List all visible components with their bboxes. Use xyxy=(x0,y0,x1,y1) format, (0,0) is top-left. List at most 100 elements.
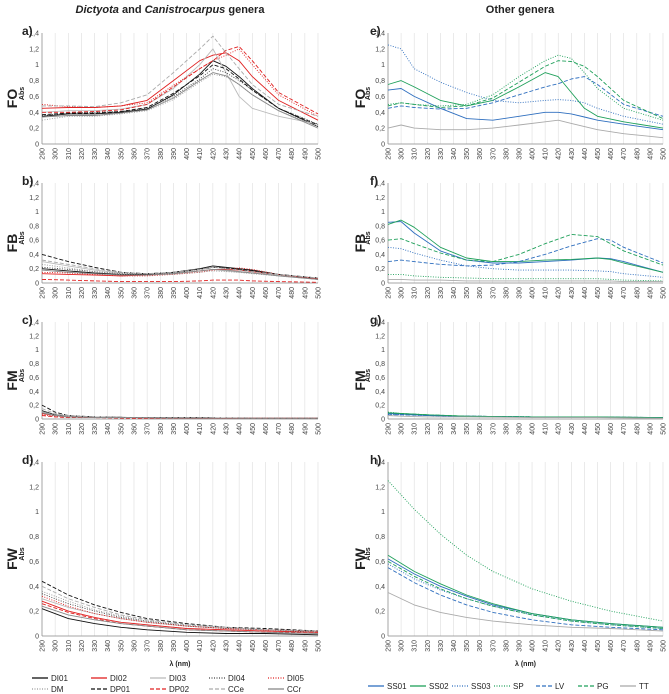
x-tick-label: 430 xyxy=(224,287,231,299)
legend-label-dm: DM xyxy=(51,685,64,694)
x-tick-label: 360 xyxy=(132,287,139,299)
y-tick-label: 1,4 xyxy=(29,181,39,188)
x-tick-label: 440 xyxy=(582,148,589,160)
x-tick-label: 300 xyxy=(53,640,60,652)
legend-label-di03: DI03 xyxy=(169,674,186,683)
y-tick-label: 1 xyxy=(35,347,39,354)
x-tick-label: 440 xyxy=(582,640,589,652)
y-tick-label: 1 xyxy=(381,62,385,69)
x-tick-label: 330 xyxy=(92,423,99,435)
series-line-sp xyxy=(388,273,664,282)
x-tick-label: 490 xyxy=(302,148,309,160)
x-tick-label: 290 xyxy=(386,423,393,435)
x-tick-label: 300 xyxy=(399,287,406,299)
x-tick-label: 390 xyxy=(516,423,523,435)
panel-b: 290 300 310 320 330 340 350 360 370 380 390 400 410 4… xyxy=(4,174,323,299)
y-tick-label: 0,6 xyxy=(375,94,385,101)
x-tick-label: 420 xyxy=(210,423,217,435)
series-line-ss01 xyxy=(387,558,664,628)
x-tick-label: 490 xyxy=(647,287,654,299)
x-tick-label: 330 xyxy=(92,148,99,160)
y-tick-label: 0,8 xyxy=(29,361,39,368)
panel-letter: d) xyxy=(22,453,33,467)
x-tick-label: 320 xyxy=(79,640,86,652)
y-tick-label: 1,4 xyxy=(375,181,385,188)
y-tick-label: 1 xyxy=(35,509,39,516)
y-tick-label: 0,2 xyxy=(375,403,385,410)
x-tick-label: 360 xyxy=(477,148,484,160)
series-line-ss02 xyxy=(387,72,664,129)
x-tick-label: 340 xyxy=(451,287,458,299)
x-tick-label: 320 xyxy=(425,423,432,435)
x-tick-label: 420 xyxy=(210,287,217,299)
x-tick-label: 330 xyxy=(92,287,99,299)
x-tick-label: 390 xyxy=(171,287,178,299)
x-axis-label: λ (nm) xyxy=(170,660,191,668)
row-label: FM xyxy=(4,370,20,390)
x-tick-label: 450 xyxy=(250,287,257,299)
x-tick-label: 430 xyxy=(224,640,231,652)
panel-g: 290 300 310 320 330 340 350 360 370 380 390 400 410 4… xyxy=(352,313,668,435)
legend-label-ccr: CCr xyxy=(287,685,302,694)
series-line-dp02 xyxy=(42,46,319,115)
series-line-di05 xyxy=(41,414,318,419)
x-tick-label: 350 xyxy=(464,423,471,435)
x-tick-label: 500 xyxy=(661,287,668,299)
x-tick-label: 340 xyxy=(451,423,458,435)
y-tick-label: 1,4 xyxy=(375,31,385,38)
x-tick-label: 470 xyxy=(621,287,628,299)
x-tick-label: 500 xyxy=(661,423,668,435)
x-tick-label: 490 xyxy=(647,423,654,435)
y-tick-label: 0,4 xyxy=(29,389,39,396)
x-tick-label: 340 xyxy=(451,640,458,652)
series-line-di04 xyxy=(41,593,319,633)
series-line-dp02 xyxy=(41,278,319,283)
x-tick-label: 390 xyxy=(516,287,523,299)
x-tick-label: 390 xyxy=(516,640,523,652)
y-tick-label: 1,4 xyxy=(375,460,385,467)
series-line-dp01 xyxy=(41,64,319,126)
series-line-ss02 xyxy=(387,219,664,273)
x-tick-label: 470 xyxy=(621,148,628,160)
x-tick-label: 490 xyxy=(302,287,309,299)
x-tick-label: 430 xyxy=(569,148,576,160)
series-line-tt xyxy=(387,592,664,632)
y-tick-label: 0,6 xyxy=(29,559,39,566)
x-tick-label: 430 xyxy=(569,287,576,299)
y-tick-label: 0,2 xyxy=(375,609,385,616)
x-tick-label: 470 xyxy=(276,423,283,435)
series-line-dm xyxy=(41,263,319,280)
x-tick-label: 380 xyxy=(158,423,165,435)
x-tick-label: 450 xyxy=(250,423,257,435)
panel-letter: b) xyxy=(22,174,33,188)
x-tick-label: 400 xyxy=(184,423,191,435)
series-line-di02 xyxy=(41,52,319,121)
legend-label-ss02: SS02 xyxy=(429,682,449,691)
x-tick-label: 380 xyxy=(503,287,510,299)
y-tick-label: 0,4 xyxy=(29,252,39,259)
x-tick-label: 320 xyxy=(79,148,86,160)
legend-label-di05: DI05 xyxy=(287,674,304,683)
x-tick-label: 410 xyxy=(197,423,204,435)
legend-label-dp02: DP02 xyxy=(169,685,190,694)
x-tick-label: 460 xyxy=(263,148,270,160)
x-tick-label: 310 xyxy=(66,423,73,435)
x-tick-label: 380 xyxy=(158,287,165,299)
x-tick-label: 390 xyxy=(516,148,523,160)
legend-label-ss01: SS01 xyxy=(387,682,407,691)
panel-letter: c) xyxy=(22,313,33,327)
x-tick-label: 320 xyxy=(79,423,86,435)
x-tick-label: 350 xyxy=(118,287,125,299)
legend-right: SS01 SS02 SS03 SP LV PG TT xyxy=(368,682,649,691)
x-tick-label: 370 xyxy=(490,148,497,160)
series-line-di02 xyxy=(41,600,319,633)
y-tick-label: 0,8 xyxy=(375,78,385,85)
x-tick-label: 290 xyxy=(40,640,47,652)
legend-label-cce: CCe xyxy=(228,685,245,694)
y-axis-label: Abs xyxy=(365,369,372,382)
y-tick-label: 1,4 xyxy=(29,460,39,467)
x-tick-label: 320 xyxy=(425,640,432,652)
legend-label-tt: TT xyxy=(639,682,649,691)
series-line-di01 xyxy=(41,608,319,636)
x-tick-label: 420 xyxy=(556,148,563,160)
